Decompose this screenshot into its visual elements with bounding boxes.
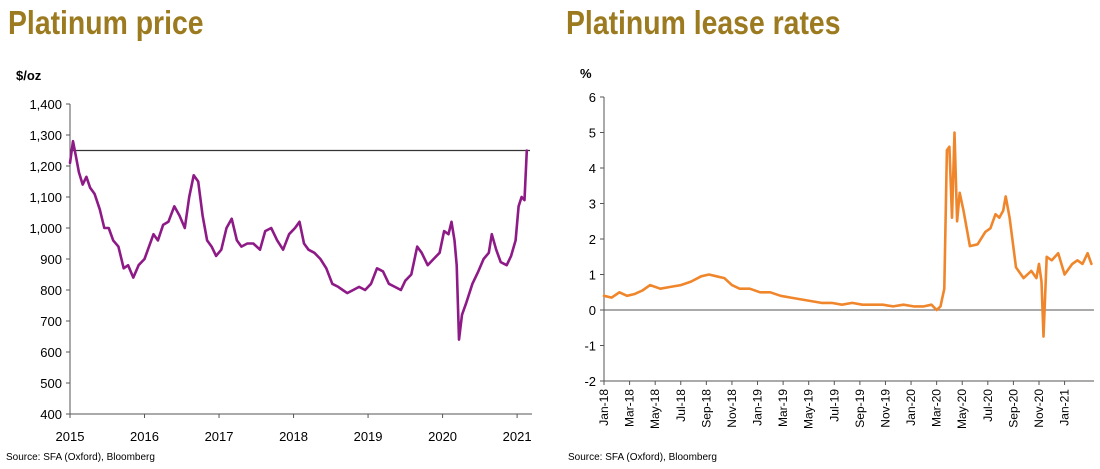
lease-y-tick-label: 5: [589, 126, 596, 141]
y-axis-unit-lease: %: [580, 66, 592, 81]
lease-x-tick-label: May-18: [648, 389, 662, 429]
price-y-tick-label: 1,000: [29, 221, 62, 236]
price-y-tick-label: 500: [40, 376, 62, 391]
lease-x-tick-label: Nov-20: [1032, 389, 1046, 428]
lease-y-tick-label: 4: [589, 161, 596, 176]
lease-x-tick-label: Jul-20: [981, 389, 995, 422]
lease-x-tick-label: Nov-18: [725, 389, 739, 428]
price-y-tick-label: 700: [40, 314, 62, 329]
price-x-tick-label: 2016: [130, 429, 159, 444]
lease-x-tick-label: Jul-19: [827, 389, 841, 422]
source-note-price: Source: SFA (Oxford), Bloomberg: [6, 452, 155, 463]
y-axis-unit-price: $/oz: [16, 68, 42, 83]
lease-x-tick-label: Jul-18: [674, 389, 688, 422]
lease-x-tick-label: Sep-18: [699, 389, 713, 428]
lease-x-tick-label: Mar-18: [623, 389, 637, 427]
lease-x-tick-label: Sep-19: [853, 389, 867, 428]
price-y-tick-label: 1,300: [29, 128, 62, 143]
lease-x-tick-label: Sep-20: [1006, 389, 1020, 428]
price-series-line: [68, 139, 529, 341]
lease-x-tick-label: Mar-20: [930, 389, 944, 427]
lease-x-tick-label: Jan-18: [597, 389, 611, 426]
price-y-tick-label: 600: [40, 345, 62, 360]
price-y-tick-label: 1,100: [29, 190, 62, 205]
price-y-tick-label: 900: [40, 252, 62, 267]
chart-title-platinum-price: Platinum price: [8, 4, 204, 41]
price-y-tick-label: 800: [40, 283, 62, 298]
lease-y-tick-label: 6: [589, 90, 596, 105]
lease-x-tick-label: Jan-19: [751, 389, 765, 426]
price-x-tick-label: 2015: [56, 429, 85, 444]
price-x-tick-label: 2017: [205, 429, 234, 444]
lease-y-tick-label: 0: [589, 303, 596, 318]
price-y-tick-label: 1,400: [29, 97, 62, 112]
chart-title-lease-rates: Platinum lease rates: [566, 4, 841, 41]
price-y-tick-label: 1,200: [29, 159, 62, 174]
lease-x-tick-label: Jan-21: [1058, 389, 1072, 426]
lease-x-tick-label: May-19: [802, 389, 816, 429]
price-x-tick-label: 2021: [503, 429, 532, 444]
price-x-tick-label: 2018: [279, 429, 308, 444]
lease-series-line: [602, 131, 1093, 338]
source-note-lease: Source: SFA (Oxford), Bloomberg: [568, 452, 717, 463]
lease-y-tick-label: -1: [584, 339, 596, 354]
lease-x-tick-label: Mar-19: [776, 389, 790, 427]
price-x-tick-label: 2020: [428, 429, 457, 444]
lease-y-tick-label: 1: [589, 268, 596, 283]
price-x-tick-label: 2019: [354, 429, 383, 444]
price-y-tick-label: 400: [40, 407, 62, 422]
lease-y-tick-label: 2: [589, 232, 596, 247]
lease-y-tick-label: -2: [584, 374, 596, 389]
lease-x-tick-label: May-20: [955, 389, 969, 429]
lease-y-tick-label: 3: [589, 197, 596, 212]
lease-x-tick-label: Jan-20: [904, 389, 918, 426]
lease-x-tick-label: Nov-19: [878, 389, 892, 428]
